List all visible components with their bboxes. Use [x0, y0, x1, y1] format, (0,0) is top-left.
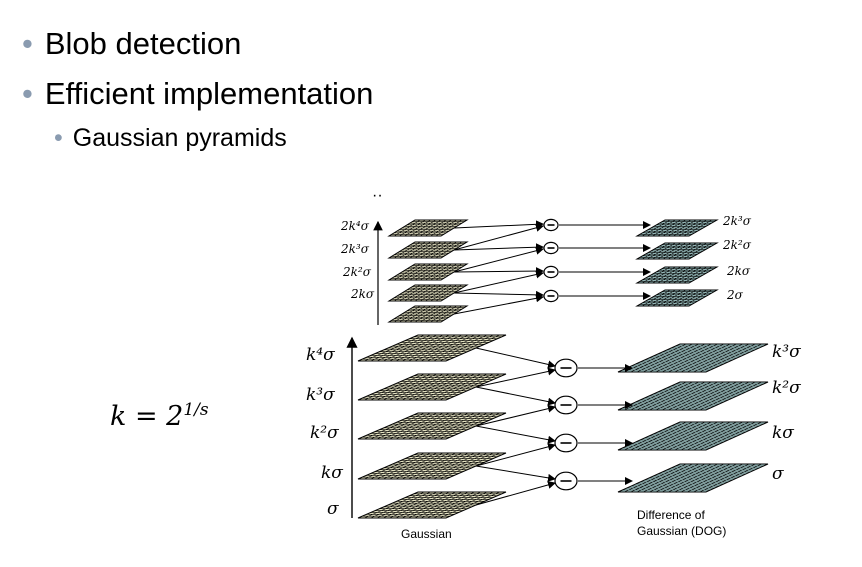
upper-gauss-label: 2k³σ: [340, 242, 370, 256]
dog-layer: [617, 343, 769, 373]
gaussian-layer: [357, 412, 507, 440]
upper-dog-label: 2kσ: [726, 264, 751, 278]
bullet-blob-detection: • Blob detection: [22, 26, 241, 62]
gaussian-to-minus-arrow: [453, 267, 544, 276]
upper-gauss-label: 2kσ: [350, 287, 375, 301]
gaussian-to-minus-arrow: [475, 481, 556, 506]
gaussian-to-minus-arrow: [475, 347, 556, 369]
dog-caption-line1: Difference of: [637, 508, 705, 522]
gaussian-layer: [357, 491, 507, 519]
minus-node: [554, 471, 578, 491]
gaussian-layer: [357, 334, 507, 362]
lower-dog-label: k³σ: [772, 342, 801, 362]
formula-base: k = 2: [110, 401, 184, 432]
upper-dog-label: 2σ: [726, 288, 744, 302]
gaussian-to-minus-arrow: [475, 442, 556, 467]
minus-node: [543, 289, 559, 303]
minus-node: [554, 433, 578, 453]
upper-gauss-label: 2k²σ: [342, 265, 372, 279]
dog-caption-line2: Gaussian (DOG): [637, 524, 726, 538]
bullet-text: Blob detection: [44, 26, 242, 61]
formula-exponent: 1/s: [183, 400, 209, 420]
minus-node: [543, 241, 559, 255]
gaussian-to-minus-arrow: [475, 386, 556, 406]
bullet-efficient-implementation: • Efficient implementation: [22, 76, 373, 112]
gaussian-caption: Gaussian: [401, 527, 452, 541]
gaussian-to-minus-arrow: [453, 270, 544, 294]
bullet-text: Gaussian pyramids: [72, 124, 287, 152]
gaussian-to-minus-arrow: [453, 294, 544, 315]
lower-dog-label: k²σ: [772, 378, 801, 398]
minus-node: [543, 265, 559, 279]
gaussian-layer: [357, 373, 507, 401]
gaussian-layer-upper: [387, 263, 469, 281]
gaussian-layer-upper: [387, 219, 469, 237]
dog-layer-upper: [635, 219, 719, 237]
lower-gauss-label: k³σ: [306, 385, 335, 405]
gaussian-to-minus-arrow: [453, 290, 544, 299]
minus-node: [543, 218, 559, 232]
scale-factor-formula: k = 21/s: [110, 400, 209, 432]
minus-node: [554, 358, 578, 378]
minus-node: [554, 395, 578, 415]
lower-gauss-label: k²σ: [310, 423, 339, 443]
gaussian-to-minus-arrow: [453, 223, 544, 251]
bullet-text: Efficient implementation: [44, 76, 374, 111]
gaussian-to-minus-arrow: [475, 404, 556, 427]
gaussian-layer-upper: [387, 305, 469, 323]
upper-dog-label: 2k³σ: [722, 214, 752, 228]
dog-layer: [617, 381, 769, 411]
bullet-dot-icon: •: [54, 124, 63, 152]
upper-dog-label: 2k²σ: [722, 238, 752, 252]
gaussian-to-minus-arrow: [453, 246, 544, 273]
dog-layer-upper: [635, 266, 719, 284]
gaussian-layer: [357, 452, 507, 480]
gaussian-to-minus-arrow: [475, 367, 556, 388]
continuation-dots: ··: [372, 187, 383, 204]
dog-layer: [617, 421, 769, 451]
gaussian-layer-upper: [387, 284, 469, 302]
lower-gauss-label: kσ: [321, 463, 343, 483]
gaussian-to-minus-arrow: [475, 465, 556, 482]
gaussian-to-minus-arrow: [475, 425, 556, 444]
dog-layer-upper: [635, 289, 719, 307]
bullet-dot-icon: •: [22, 26, 33, 61]
gaussian-to-minus-arrow: [453, 243, 544, 252]
lower-gauss-label: k⁴σ: [306, 345, 335, 365]
bullet-dot-icon: •: [22, 76, 33, 111]
lower-dog-label: kσ: [772, 423, 794, 443]
lower-dog-label: σ: [772, 464, 784, 484]
lower-gauss-label: σ: [327, 499, 339, 519]
dog-layer-upper: [635, 242, 719, 260]
sub-bullet-gaussian-pyramids: • Gaussian pyramids: [54, 124, 287, 153]
gaussian-to-minus-arrow: [453, 220, 544, 229]
dog-layer: [617, 463, 769, 493]
gaussian-layer-upper: [387, 241, 469, 259]
upper-gauss-label: 2k⁴σ: [340, 219, 370, 233]
